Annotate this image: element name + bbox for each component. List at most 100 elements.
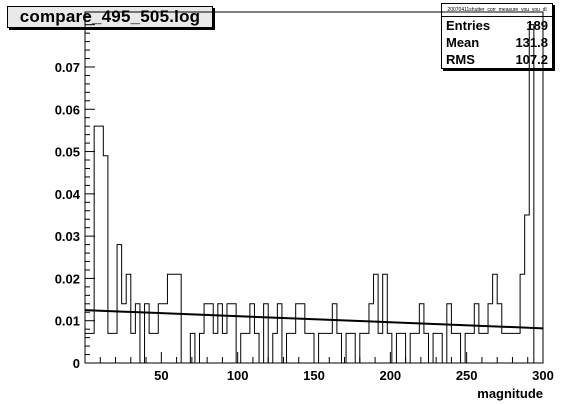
histogram-bin	[516, 333, 521, 363]
histogram-bin	[296, 304, 301, 363]
histogram-bin	[506, 333, 511, 363]
x-tick-label: 200	[379, 368, 401, 383]
histogram-bin	[346, 333, 351, 363]
histogram-bin	[204, 304, 209, 363]
histogram-bin	[149, 333, 154, 363]
histogram-bin	[502, 333, 507, 363]
histogram-bin	[529, 25, 534, 363]
histogram-bin	[254, 333, 259, 363]
stats-label-mean: Mean	[446, 35, 480, 50]
y-tick-label: 0.03	[55, 229, 80, 244]
histogram-bin	[351, 333, 356, 363]
histogram-bin	[103, 156, 108, 363]
histogram-bin	[451, 333, 456, 363]
histogram-bin	[525, 215, 530, 363]
histogram-bin	[131, 333, 136, 363]
histogram-bin	[456, 333, 461, 363]
histogram-bin	[520, 274, 525, 363]
histogram-bin	[433, 333, 438, 363]
histogram-bin	[222, 333, 227, 363]
x-tick-label: 150	[303, 368, 325, 383]
histogram-bin	[99, 126, 104, 363]
y-tick-label: 0.05	[55, 145, 80, 160]
histogram-bin	[232, 304, 237, 363]
histogram-bin	[419, 304, 424, 363]
histogram-bin	[483, 333, 488, 363]
histogram-bin	[474, 304, 479, 363]
y-tick-label: 0.07	[55, 60, 80, 75]
histogram-bars	[84, 24, 535, 364]
histogram-bin	[167, 274, 172, 363]
histogram-bin	[200, 333, 205, 363]
histogram-bin	[209, 304, 214, 363]
y-tick-label: 0	[73, 356, 80, 371]
histogram-bin	[360, 333, 365, 363]
histogram-bin	[332, 304, 337, 363]
histogram-bin	[190, 333, 195, 363]
histogram-bin	[287, 333, 292, 363]
histogram-bin	[401, 333, 406, 363]
stats-value-rms: 107.2	[515, 51, 548, 68]
histogram-bin	[387, 333, 392, 363]
histogram-bin	[479, 333, 484, 363]
x-tick-label: 300	[532, 368, 554, 383]
histogram-bin	[300, 304, 305, 363]
histogram-bin	[273, 333, 278, 363]
histogram-bin	[241, 333, 246, 363]
y-tick-label: 0.02	[55, 271, 80, 286]
stats-row-rms: RMS 107.2	[442, 51, 552, 68]
histogram-bin	[497, 304, 502, 363]
x-tick-label: 100	[227, 368, 249, 383]
histogram-bin	[493, 274, 498, 363]
histogram-bin	[227, 304, 232, 363]
histogram-bin	[264, 304, 269, 363]
histogram-bin	[378, 333, 383, 363]
histogram-bin	[364, 333, 369, 363]
histogram-bin	[511, 333, 516, 363]
histogram-bin	[415, 333, 420, 363]
histogram-bin	[319, 333, 324, 363]
histogram-bin	[213, 333, 218, 363]
histogram-bin	[172, 274, 177, 363]
histogram-bin	[277, 304, 282, 363]
histogram-bin	[328, 333, 333, 363]
y-tick-label: 0.06	[55, 102, 80, 117]
x-axis-label: magnitude	[477, 386, 543, 401]
histogram-bin	[396, 333, 401, 363]
histogram-bin	[438, 333, 443, 363]
x-tick-label: 250	[456, 368, 478, 383]
histogram-bin	[250, 304, 255, 363]
stats-row-mean: Mean 131.8	[442, 34, 552, 51]
histogram-bin	[218, 304, 223, 363]
histogram-bin	[383, 274, 388, 363]
histogram-bin	[410, 333, 415, 363]
histogram-bin	[126, 274, 131, 363]
chart-axes	[84, 11, 544, 364]
histogram-bin	[305, 333, 310, 363]
histogram-bin	[424, 333, 429, 363]
histogram-bin	[112, 333, 117, 363]
histogram-bin	[323, 333, 328, 363]
x-tick-label: 50	[154, 368, 168, 383]
stats-value-mean: 131.8	[515, 34, 548, 51]
histogram-bin	[309, 333, 314, 363]
histogram-bin	[374, 274, 379, 363]
histogram-bin	[369, 304, 374, 363]
stats-label-rms: RMS	[446, 52, 475, 67]
histogram-bin	[465, 333, 470, 363]
histogram-bin	[291, 333, 296, 363]
histogram-bin	[488, 304, 493, 363]
stats-label-entries: Entries	[446, 18, 491, 33]
histogram-bin	[85, 333, 90, 363]
fit-line-group	[84, 309, 544, 330]
histogram-bin	[108, 333, 113, 363]
histogram-bin	[245, 333, 250, 363]
fit-line	[84, 309, 544, 330]
histogram-bin	[470, 333, 475, 363]
histogram-bin	[337, 333, 342, 363]
histogram-bin	[447, 304, 452, 363]
histogram-bin	[177, 274, 182, 363]
histogram-bin	[90, 333, 95, 363]
stats-box: 20070411shutter_corr_measure_you_you_dl …	[441, 3, 553, 69]
